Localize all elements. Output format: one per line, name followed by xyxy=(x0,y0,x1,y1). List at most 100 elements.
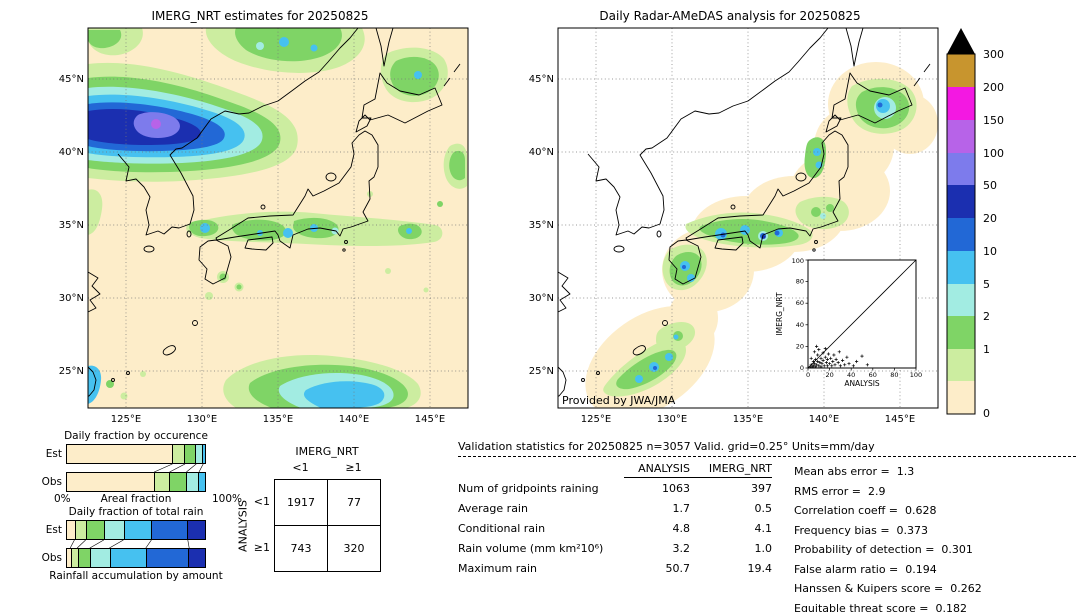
svg-text:100: 100 xyxy=(792,257,804,265)
overflow-arrow-icon xyxy=(947,28,975,54)
axis-title: Areal fraction xyxy=(100,493,172,505)
svg-text:80: 80 xyxy=(796,278,804,286)
axis-max-label: 100% xyxy=(212,493,243,505)
row-label: <1 xyxy=(253,495,270,508)
contingency-col-axis: IMERG_NRT xyxy=(295,445,359,458)
total-rain-connectors xyxy=(69,540,190,548)
colorbar-tick-label: 150 xyxy=(983,114,1004,127)
colorbar-tick-label: 1 xyxy=(983,343,990,356)
left-map-panel: IMERG_NRT estimates for 20250825 xyxy=(48,6,472,430)
one-to-one-line xyxy=(807,259,917,369)
inset-tick-marks xyxy=(805,259,917,371)
svg-text:20: 20 xyxy=(796,342,804,350)
lon-tick: 125°E xyxy=(581,414,611,425)
lon-tick: 140°E xyxy=(809,414,839,425)
score-line: Probability of detection = 0.301 xyxy=(794,543,973,556)
lat-tick: 25°N xyxy=(529,366,554,377)
table-row: Rain volume (mm km²10⁶) 3.2 1.0 xyxy=(458,541,772,555)
colorbar-segments xyxy=(947,54,975,414)
colorbar-tick-label: 0 xyxy=(983,407,990,420)
colorbar-tick-label: 100 xyxy=(983,147,1004,160)
validation-title: Validation statistics for 20250825 n=305… xyxy=(458,440,875,453)
axis-min-label: 0% xyxy=(54,493,71,505)
row-label-est: Est xyxy=(45,524,62,536)
occurrence-est-bar xyxy=(66,444,206,464)
accumulation-caption: Rainfall accumulation by amount xyxy=(49,570,223,582)
colorbar-tick-label: 5 xyxy=(983,278,990,291)
contingency-cell: 1917 xyxy=(274,479,328,526)
right-map-title: Daily Radar-AMeDAS analysis for 20250825 xyxy=(599,9,861,23)
contingency-col-labels: <1 ≥1 xyxy=(274,460,380,476)
lat-tick: 45°N xyxy=(59,74,84,85)
col-label: ≥1 xyxy=(345,461,362,474)
score-list: Mean abs error = 1.3 RMS error = 2.9 Corre… xyxy=(794,462,982,612)
lon-tick: 135°E xyxy=(733,414,763,425)
occurrence-connectors xyxy=(154,464,204,472)
lon-tick: 145°E xyxy=(415,414,445,425)
score-line: Correlation coeff = 0.628 xyxy=(794,504,937,517)
left-map-ticks: 45°N 40°N 35°N 30°N 25°N 125°E 130°E 135… xyxy=(59,74,445,425)
map-frame xyxy=(557,27,939,409)
fraction-bars-panel: Daily fraction by occurence Est Obs 0% A… xyxy=(34,430,242,582)
lat-tick: 45°N xyxy=(529,74,554,85)
imerg-map: 45°N 40°N 35°N 30°N 25°N 125°E 130°E 135… xyxy=(59,27,469,425)
table-row: Num of gridpoints raining 1063 397 xyxy=(458,481,772,495)
inset-ylabel: IMERG_NRT xyxy=(775,292,784,335)
score-line: Hanssen & Kuipers score = 0.262 xyxy=(794,582,982,595)
occurrence-title: Daily fraction by occurence xyxy=(64,430,208,442)
svg-text:40: 40 xyxy=(847,371,855,379)
svg-text:0: 0 xyxy=(806,371,810,379)
contingency-cell: 743 xyxy=(274,525,328,572)
score-line: RMS error = 2.9 xyxy=(794,484,886,498)
svg-text:40: 40 xyxy=(796,321,804,329)
contingency-grid: 1917 77 743 320 xyxy=(274,479,381,572)
table-row: Maximum rain 50.7 19.4 xyxy=(458,561,772,575)
lat-tick: 35°N xyxy=(59,220,84,231)
row-label-obs: Obs xyxy=(41,476,62,488)
lat-tick: 30°N xyxy=(529,293,554,304)
validation-panel: Validation statistics for 20250825 n=305… xyxy=(458,440,1076,612)
lon-tick: 135°E xyxy=(263,414,293,425)
score-line: False alarm ratio = 0.194 xyxy=(794,562,937,576)
lon-tick: 130°E xyxy=(657,414,687,425)
svg-text:60: 60 xyxy=(869,371,877,379)
lon-tick: 145°E xyxy=(885,414,915,425)
inset-tick-labels: 0 20 40 60 80 100 0 20 40 60 80 100 xyxy=(792,257,923,379)
contingency-row-axis: ANALYSIS xyxy=(236,499,250,552)
colorbar-frame xyxy=(946,53,976,415)
lat-tick: 30°N xyxy=(59,293,84,304)
inset-xlabel: ANALYSIS xyxy=(844,379,880,388)
lat-tick: 40°N xyxy=(59,147,84,158)
left-map-title: IMERG_NRT estimates for 20250825 xyxy=(151,9,369,23)
validation-table: ANALYSIS IMERG_NRT Num of gridpoints rai… xyxy=(458,462,774,612)
colorbar-tick-label: 50 xyxy=(983,179,997,192)
lat-tick: 35°N xyxy=(529,220,554,231)
occurrence-obs-bar xyxy=(66,472,206,492)
divider xyxy=(458,456,1076,457)
contingency-cell: 77 xyxy=(327,479,381,526)
table-row: Average rain 1.7 0.5 xyxy=(458,501,772,515)
colorbar-tick-label: 2 xyxy=(983,310,990,323)
column-header: IMERG_NRT xyxy=(708,462,772,475)
contingency-row-labels: <1 ≥1 xyxy=(250,479,274,572)
contingency-table-panel: IMERG_NRT <1 ≥1 ANALYSIS <1 ≥1 1917 77 7… xyxy=(236,444,406,572)
radar-amedas-map: Provided by JWA/JMA 0 2 xyxy=(529,27,939,425)
map-frame xyxy=(87,27,469,409)
svg-text:60: 60 xyxy=(796,299,804,307)
row-label-obs: Obs xyxy=(41,552,62,564)
score-line: Mean abs error = 1.3 xyxy=(794,465,915,478)
lon-tick: 125°E xyxy=(111,414,141,425)
row-label: ≥1 xyxy=(253,541,270,554)
scatter-points xyxy=(808,344,869,369)
colorbar-tick-label: 20 xyxy=(983,212,997,225)
svg-text:20: 20 xyxy=(825,371,833,379)
provider-credit: Provided by JWA/JMA xyxy=(562,394,676,407)
scatter-inset: 0 20 40 60 80 100 0 20 40 60 80 100 ANAL… xyxy=(775,257,922,388)
contingency-cell: 320 xyxy=(327,525,381,572)
colorbar-tick-label: 200 xyxy=(983,81,1004,94)
total-rain-obs-bar xyxy=(66,548,206,568)
total-rain-est-bar xyxy=(66,520,206,540)
colorbar-labels: 300 200 150 100 50 20 10 5 2 1 0 xyxy=(983,48,1004,420)
svg-text:80: 80 xyxy=(890,371,898,379)
score-line: Equitable threat score = 0.182 xyxy=(794,601,967,612)
